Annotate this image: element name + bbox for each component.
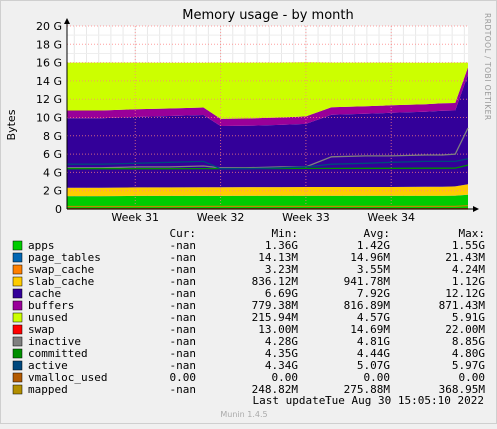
y-tick-label: 18 G xyxy=(36,38,62,51)
legend-swatch-swap xyxy=(13,325,22,334)
legend-name-mapped: mapped xyxy=(28,383,68,396)
legend-swatch-cache xyxy=(13,289,22,298)
x-tick-label: Week 31 xyxy=(111,211,159,224)
munin-version: Munin 1.4.5 xyxy=(220,410,267,419)
y-tick-label: 20 G xyxy=(36,20,62,33)
legend-swatch-active xyxy=(13,361,22,370)
legend-swatch-vmalloc_used xyxy=(13,373,22,382)
legend-swatch-mapped xyxy=(13,385,22,394)
y-axis-arrow xyxy=(64,18,70,24)
y-tick-label: 8 G xyxy=(43,130,62,143)
legend-swatch-buffers xyxy=(13,301,22,310)
chart-title: Memory usage - by month xyxy=(182,8,353,23)
y-tick-label: 4 G xyxy=(43,166,62,179)
y-axis-label: Bytes xyxy=(5,109,18,140)
plot-area: 0 2 G 4 G 6 G 8 G 10 G 12 G 14 G 16 G 18 G 20 G Wee… xyxy=(36,18,479,224)
y-tick-label: 6 G xyxy=(43,148,62,161)
last-update-label: Last update: xyxy=(253,394,332,407)
legend-swatch-unused xyxy=(13,313,22,322)
y-tick-label: 12 G xyxy=(36,93,62,106)
last-update-value: Tue Aug 30 15:05:10 2022 xyxy=(325,394,484,407)
y-tick-label: 14 G xyxy=(36,75,62,88)
x-tick-label: Week 33 xyxy=(282,211,330,224)
legend-swatch-apps xyxy=(13,241,22,250)
x-tick-label: Week 32 xyxy=(197,211,245,224)
legend-cur-value: -nan xyxy=(170,383,197,396)
y-tick-label: 10 G xyxy=(36,112,62,125)
x-axis-arrow xyxy=(473,206,479,212)
x-tick-label: Week 34 xyxy=(367,211,415,224)
y-tick-label: 0 xyxy=(55,203,62,216)
rrdtool-watermark: RRDTOOL / TOBI OETIKER xyxy=(483,13,492,121)
y-tick-label: 16 G xyxy=(36,57,62,70)
y-tick-label: 2 G xyxy=(43,185,62,198)
legend-swatch-committed xyxy=(13,349,22,358)
legend-swatch-page_tables xyxy=(13,253,22,262)
legend-swatch-slab_cache xyxy=(13,277,22,286)
legend-swatch-swap_cache xyxy=(13,265,22,274)
legend-swatch-inactive xyxy=(13,337,22,346)
